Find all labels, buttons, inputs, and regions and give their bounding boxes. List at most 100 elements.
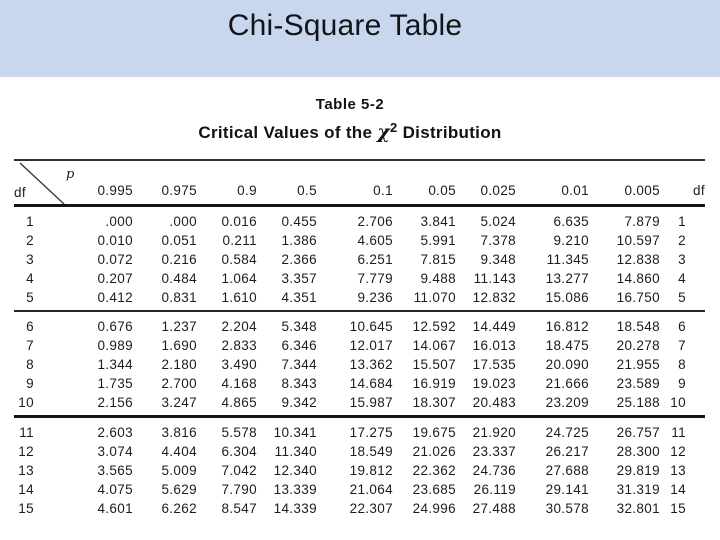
value-cell: 6.635 [553,213,589,229]
value-cell: 9.342 [281,394,317,410]
value-cell: 16.919 [412,375,456,391]
value-cell: 6.262 [161,500,197,516]
value-cell: 18.475 [545,337,589,353]
table-row: 14 4.075 5.629 7.790 13.339 21.064 23.685 26.11… [14,480,705,499]
table-row: 5 0.412 0.831 1.610 4.351 9.236 11.070 12.832 15… [14,288,705,311]
df-right-cell: 7 [678,337,686,353]
value-cell: 16.013 [472,337,516,353]
value-cell: 2.603 [97,424,133,440]
value-cell: 31.319 [616,481,660,497]
value-cell: 12.340 [273,462,317,478]
value-cell: 6.251 [357,251,393,267]
value-cell: 19.675 [412,424,456,440]
value-cell: 22.362 [412,462,456,478]
value-cell: 7.378 [480,232,516,248]
df-trailing-header: df [693,182,705,198]
value-cell: 18.548 [616,318,660,334]
row-group-3: 11 2.603 3.816 5.578 10.341 17.275 19.675 21.92… [14,416,705,521]
value-cell: 4.865 [221,394,257,410]
header-row: df p 0.995 0.975 0.9 0.5 0.1 0.05 0.025 0.01 0.0… [14,160,705,205]
value-cell: 4.351 [281,289,317,305]
row-group-2: 6 0.676 1.237 2.204 5.348 10.645 12.592 14.449 1… [14,311,705,416]
value-cell: 9.236 [357,289,393,305]
value-cell: 11.070 [413,289,456,305]
value-cell: 20.483 [472,394,516,410]
value-cell: 0.207 [97,270,133,286]
value-cell: 5.991 [420,232,456,248]
table-number: Table 5-2 [315,96,385,113]
value-cell: 23.685 [412,481,456,497]
df-right-cell: 6 [678,318,686,334]
value-cell: 14.860 [616,270,660,286]
table-title: Critical Values of the χ2 Distribution [0,120,700,143]
value-cell: 3.490 [221,356,257,372]
value-cell: 7.815 [420,251,456,267]
df-right-cell: 10 [670,394,686,410]
value-cell: 20.090 [545,356,589,372]
value-cell: 29.819 [616,462,660,478]
p-value-header: 0.5 [297,182,317,198]
df-left-cell: 10 [18,394,34,410]
table-row: 4 0.207 0.484 1.064 3.357 7.779 9.488 11.143 13.… [14,269,705,288]
value-cell: 14.339 [273,500,317,516]
df-left-cell: 9 [26,375,34,391]
value-cell: 14.684 [349,375,393,391]
df-left-cell: 8 [26,356,34,372]
df-left-cell: 4 [26,270,34,286]
value-cell: 9.210 [553,232,589,248]
chi-square-table: df p 0.995 0.975 0.9 0.5 0.1 0.05 0.025 0.01 0.0… [14,159,705,521]
value-cell: 4.404 [161,443,197,459]
value-cell: 9.488 [420,270,456,286]
value-cell: 28.300 [616,443,660,459]
value-cell: 18.307 [412,394,456,410]
value-cell: 16.812 [545,318,589,334]
value-cell: 0.216 [161,251,197,267]
value-cell: 27.488 [472,500,516,516]
value-cell: 27.688 [545,462,589,478]
value-cell: 0.412 [97,289,133,305]
value-cell: 15.987 [349,394,393,410]
table-caption: Table 5-2 Critical Values of the χ2 Dist… [0,96,700,143]
value-cell: 11.143 [473,270,516,286]
value-cell: 1.344 [97,356,133,372]
value-cell: 4.075 [97,481,133,497]
value-cell: 0.455 [281,213,317,229]
value-cell: 21.064 [349,481,393,497]
corner-cell: df p [14,160,74,205]
df-right-cell: 15 [670,500,686,516]
value-cell: 2.706 [357,213,393,229]
value-cell: 3.357 [281,270,317,286]
df-right-cell: 12 [670,443,686,459]
value-cell: 9.348 [480,251,516,267]
value-cell: 0.016 [221,213,257,229]
table-row: 11 2.603 3.816 5.578 10.341 17.275 19.675 21.92… [14,416,705,442]
value-cell: 0.072 [97,251,133,267]
p-value-header: 0.9 [237,182,257,198]
value-cell: 3.841 [420,213,456,229]
value-cell: 0.211 [222,232,257,248]
df-left-cell: 3 [26,251,34,267]
table-row: 6 0.676 1.237 2.204 5.348 10.645 12.592 14.449 1… [14,311,705,336]
value-cell: .000 [105,213,133,229]
df-right-cell: 9 [678,375,686,391]
p-value-header: 0.025 [480,182,516,198]
value-cell: 32.801 [616,500,660,516]
value-cell: 21.920 [472,424,516,440]
p-value-header: 0.05 [428,182,456,198]
table-row: 12 3.074 4.404 6.304 11.340 18.549 21.026 23.33… [14,442,705,461]
p-value-header: 0.975 [161,182,197,198]
df-left-cell: 14 [18,481,34,497]
value-cell: 0.831 [161,289,197,305]
value-cell: 24.725 [545,424,589,440]
value-cell: 10.597 [616,232,660,248]
value-cell: 26.757 [616,424,660,440]
table-row: 15 4.601 6.262 8.547 14.339 22.307 24.996 27.48… [14,499,705,521]
value-cell: 3.247 [161,394,197,410]
value-cell: 14.067 [412,337,456,353]
value-cell: 5.629 [161,481,197,497]
df-left-cell: 1 [26,213,34,229]
p-corner-label: p [66,166,75,182]
value-cell: 7.042 [221,462,257,478]
value-cell: 26.217 [545,443,589,459]
